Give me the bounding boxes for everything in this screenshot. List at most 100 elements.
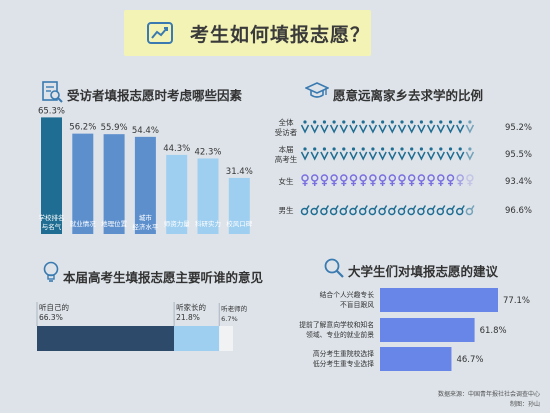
pictogram-icon-3-3 [329, 205, 339, 216]
pictogram-icon-1-13 [426, 147, 436, 161]
pictogram-icon-3-14 [436, 205, 446, 216]
pictogram-icon-2-13 [427, 174, 435, 186]
pictogram-row-label-1-0: 本届 [279, 144, 294, 154]
pictogram-icon-1-12 [417, 147, 426, 161]
pictogram-icon-3-16 [455, 205, 465, 216]
pictogram-icon-0-6 [359, 120, 368, 134]
pictogram-icon-2-14 [437, 174, 445, 186]
pictogram-icon-0-7 [368, 120, 378, 134]
pictogram-icon-3-5 [349, 205, 359, 216]
pictogram-icon-1-8 [378, 147, 387, 161]
pictogram-icon-1-5 [349, 147, 358, 161]
stacked-value-label-0: 66.3% [39, 313, 63, 322]
category-label-2-0: 地理位置 [101, 219, 128, 228]
stacked-category-label-1: 听家长的 [176, 302, 206, 312]
stacked-segment-2 [219, 326, 233, 351]
pictogram-icon-2-1 [310, 174, 319, 186]
pictogram-row-label-0-0: 全体 [279, 117, 294, 127]
pictogram-icon-1-2 [320, 147, 329, 161]
pictogram-icon-1-6 [359, 147, 368, 161]
category-label-6-0: 校风口碑 [226, 219, 253, 228]
category-label-3-1: 经济水平 [132, 222, 159, 231]
pictogram-icon-1-0 [300, 147, 310, 161]
stacked-category-label-2: 听老师的 [221, 304, 248, 313]
bar-value-label-0: 65.3% [38, 106, 65, 116]
trend-chart-icon [147, 22, 173, 44]
section-title-suggestions: 大学生们对填报志愿的建议 [348, 264, 499, 279]
pictogram-icon-0-9 [388, 120, 397, 134]
bar-value-label-5: 42.3% [194, 147, 221, 157]
stacked-value-label-2: 6.7% [221, 315, 238, 323]
pictogram-icon-0-16 [456, 120, 465, 134]
pictogram-value-label-1: 95.5% [505, 150, 532, 160]
pictogram-icon-0-8 [378, 120, 387, 134]
bar-6 [228, 177, 250, 234]
pictogram-row-label-3-0: 男生 [279, 205, 294, 215]
suggestion-bar-1 [380, 318, 475, 342]
pictogram-icon-2-16 [456, 174, 464, 186]
pictogram-icon-2-3 [330, 174, 338, 186]
pictogram-icon-1-9 [388, 147, 397, 161]
pictogram-icon-1-3 [329, 147, 339, 161]
suggestion-category-label-0-0: 结合个人兴趣专长 [320, 290, 375, 299]
pictogram-icon-0-12 [417, 120, 426, 134]
pictogram-value-label-3: 96.6% [505, 206, 532, 216]
pictogram-icon-1-14 [436, 147, 445, 161]
category-label-5-0: 科研实力 [195, 219, 221, 228]
pictogram-icon-2-9 [388, 174, 397, 186]
suggestion-value-label-1: 61.8% [480, 326, 507, 336]
bar-value-label-2: 55.9% [101, 123, 128, 133]
section-title-distance: 愿意远离家乡去求学的比例 [333, 88, 484, 103]
pictogram-icon-0-17 [465, 120, 475, 134]
pictogram-icon-2-11 [407, 174, 416, 186]
pictogram-icon-2-2 [320, 174, 329, 186]
pictogram-icon-3-7 [368, 205, 378, 216]
lightbulb-icon [43, 261, 59, 282]
pictogram-icon-2-17 [466, 174, 474, 186]
suggestion-bar-2 [380, 347, 452, 371]
category-label-4-0: 师资力量 [164, 219, 191, 228]
bar-value-label-3: 54.4% [132, 126, 159, 136]
graduation-cap-icon [305, 82, 329, 98]
magnifier-icon [324, 258, 344, 278]
pictogram-icon-2-6 [359, 174, 367, 186]
pictogram-icon-0-1 [310, 120, 319, 134]
pictogram-icon-1-1 [310, 147, 319, 161]
title-banner: 考生如何填报志愿？ [124, 10, 371, 56]
category-label-0-0: 学校排名 [39, 213, 65, 222]
bar-2 [103, 134, 125, 234]
data-source: 数据来源：中国青年报社社会调查中心 [437, 391, 540, 398]
suggestion-category-label-0-1: 不盲目跟风 [340, 300, 374, 309]
pictogram-icon-3-12 [417, 205, 427, 216]
suggestion-category-label-2-1: 低分考生重专业选择 [313, 359, 374, 368]
pictogram-icon-0-0 [300, 120, 310, 134]
bar-value-label-4: 44.3% [163, 144, 190, 154]
stacked-category-label-0: 听自己的 [39, 302, 69, 312]
pictogram-icon-2-8 [378, 174, 387, 186]
pictogram-row-label-0-1: 受访者 [275, 127, 298, 137]
stacked-segment-1 [174, 326, 220, 351]
pictogram-icon-0-15 [446, 120, 455, 134]
author-credit: 制图：孙山 [509, 401, 540, 408]
pictogram-icon-3-8 [378, 205, 388, 216]
pictogram-icon-2-5 [349, 174, 358, 186]
section-title-factors: 受访者填报志愿时考虑哪些因素 [67, 88, 243, 103]
pictogram-icon-0-13 [426, 120, 436, 134]
search-document-icon [42, 81, 63, 103]
suggestion-value-label-0: 77.1% [503, 296, 530, 306]
pictogram-icon-3-17 [465, 205, 475, 216]
bar-3 [134, 136, 156, 234]
category-label-0-1: 与名气 [42, 222, 62, 231]
pictogram-icon-3-11 [407, 205, 417, 216]
pictogram-icon-3-1 [310, 205, 320, 216]
stacked-value-label-1: 21.8% [176, 313, 200, 322]
pictogram-row-label-1-1: 高考生 [275, 154, 298, 164]
pictogram-icon-0-4 [339, 120, 348, 134]
bar-1 [72, 133, 94, 234]
bar-value-label-6: 31.4% [226, 167, 253, 177]
pictogram-icon-1-15 [446, 147, 455, 161]
pictogram-icon-0-11 [407, 120, 416, 134]
pictogram-icon-2-10 [398, 174, 406, 186]
